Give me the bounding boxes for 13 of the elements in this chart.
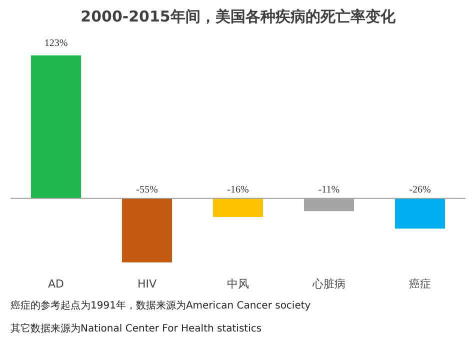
x-tick-label: HIV [137, 278, 157, 290]
data-label: -26% [409, 184, 431, 196]
text: 其它数据来源为National Center For Health statistics [10, 322, 262, 334]
data-label: -16% [227, 184, 249, 196]
data-label: 123% [44, 38, 68, 50]
text: 癌症的参考起点为1991年，数据来源为American Cancer society [10, 300, 311, 312]
data-label: -11% [318, 184, 340, 196]
x-tick-label: AD [48, 278, 64, 290]
x-tick-label: 中风 [227, 278, 249, 290]
chart-title: 2000-2015年间，美国各种疾病的死亡率变化 [80, 8, 396, 26]
data-label: -55% [136, 184, 158, 196]
x-tick-label: 心脏病 [312, 278, 346, 290]
x-tick-label: 癌症 [409, 278, 431, 290]
